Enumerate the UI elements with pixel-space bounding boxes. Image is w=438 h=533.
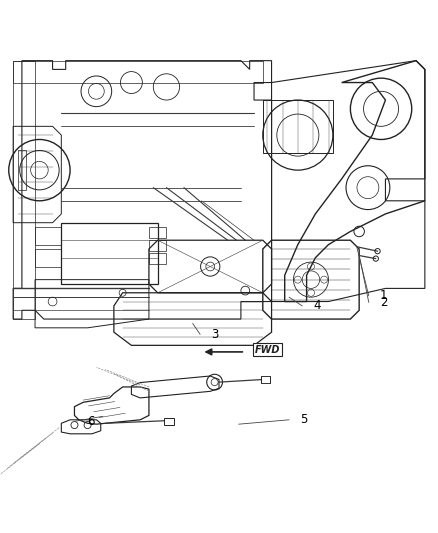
Text: 1: 1	[380, 289, 387, 302]
Text: 2: 2	[380, 296, 387, 309]
Bar	[149, 227, 166, 238]
Text: 3: 3	[211, 328, 219, 341]
Text: FWD: FWD	[255, 345, 280, 355]
Text: 4: 4	[313, 300, 321, 312]
Text: 5: 5	[300, 413, 307, 426]
Bar	[18, 150, 26, 190]
Bar	[35, 227, 61, 245]
Bar	[149, 253, 166, 264]
Bar	[61, 223, 158, 284]
Bar	[35, 249, 61, 266]
Bar	[261, 376, 270, 383]
Text: 6: 6	[87, 415, 94, 427]
Bar	[164, 418, 174, 425]
Bar	[149, 240, 166, 251]
Bar	[263, 100, 333, 152]
